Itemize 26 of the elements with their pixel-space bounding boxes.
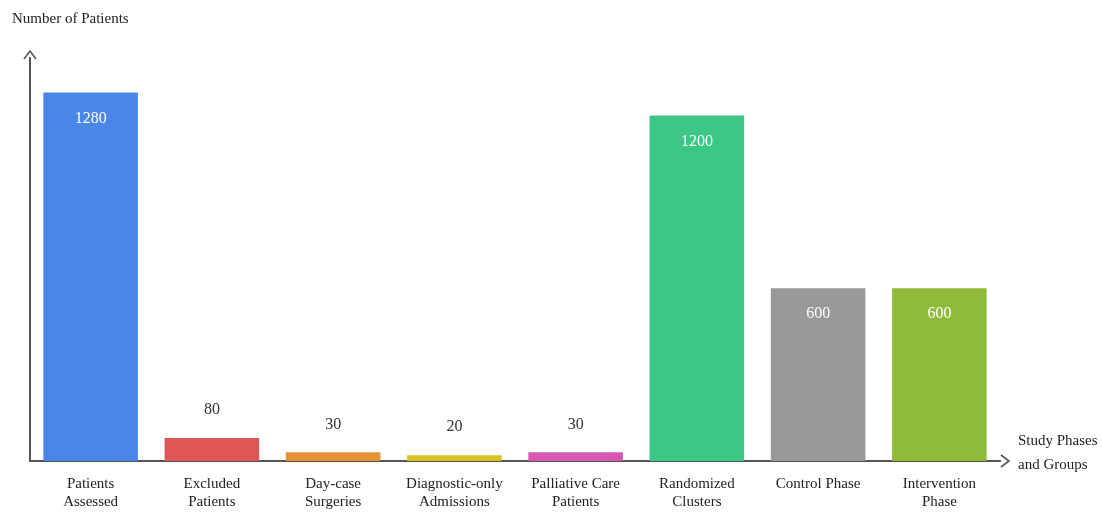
bar <box>770 288 866 461</box>
x-tick-label: Excluded Patients <box>183 474 241 509</box>
bar <box>892 288 987 461</box>
x-tick-label: Palliative Care Patients <box>531 474 621 509</box>
bar <box>285 452 381 461</box>
bar <box>649 115 745 461</box>
data-label: 600 <box>927 304 952 322</box>
bar <box>528 452 623 461</box>
x-tick-label: Patients Assessed <box>63 474 119 509</box>
x-tick-label: Diagnostic-only Admissions <box>406 474 504 509</box>
data-label: 80 <box>203 400 220 418</box>
data-label: 20 <box>446 417 463 435</box>
data-label: 1200 <box>680 131 713 149</box>
bar <box>43 92 138 461</box>
data-label: 1280 <box>74 108 107 126</box>
data-label: 30 <box>325 414 342 432</box>
y-axis-title: Number of Patients <box>12 10 129 27</box>
data-label: 30 <box>567 414 584 432</box>
bar <box>407 455 502 461</box>
bar <box>164 437 260 461</box>
x-axis-title: Study Phases and Groups <box>1018 431 1099 474</box>
x-tick-label: Day-case Surgeries <box>304 474 362 509</box>
x-tick-label: Intervention Phase <box>902 474 977 509</box>
x-tick-label: Randomized Clusters <box>658 474 736 509</box>
data-label: 600 <box>806 304 831 322</box>
x-tick-label: Control Phase <box>775 474 861 491</box>
